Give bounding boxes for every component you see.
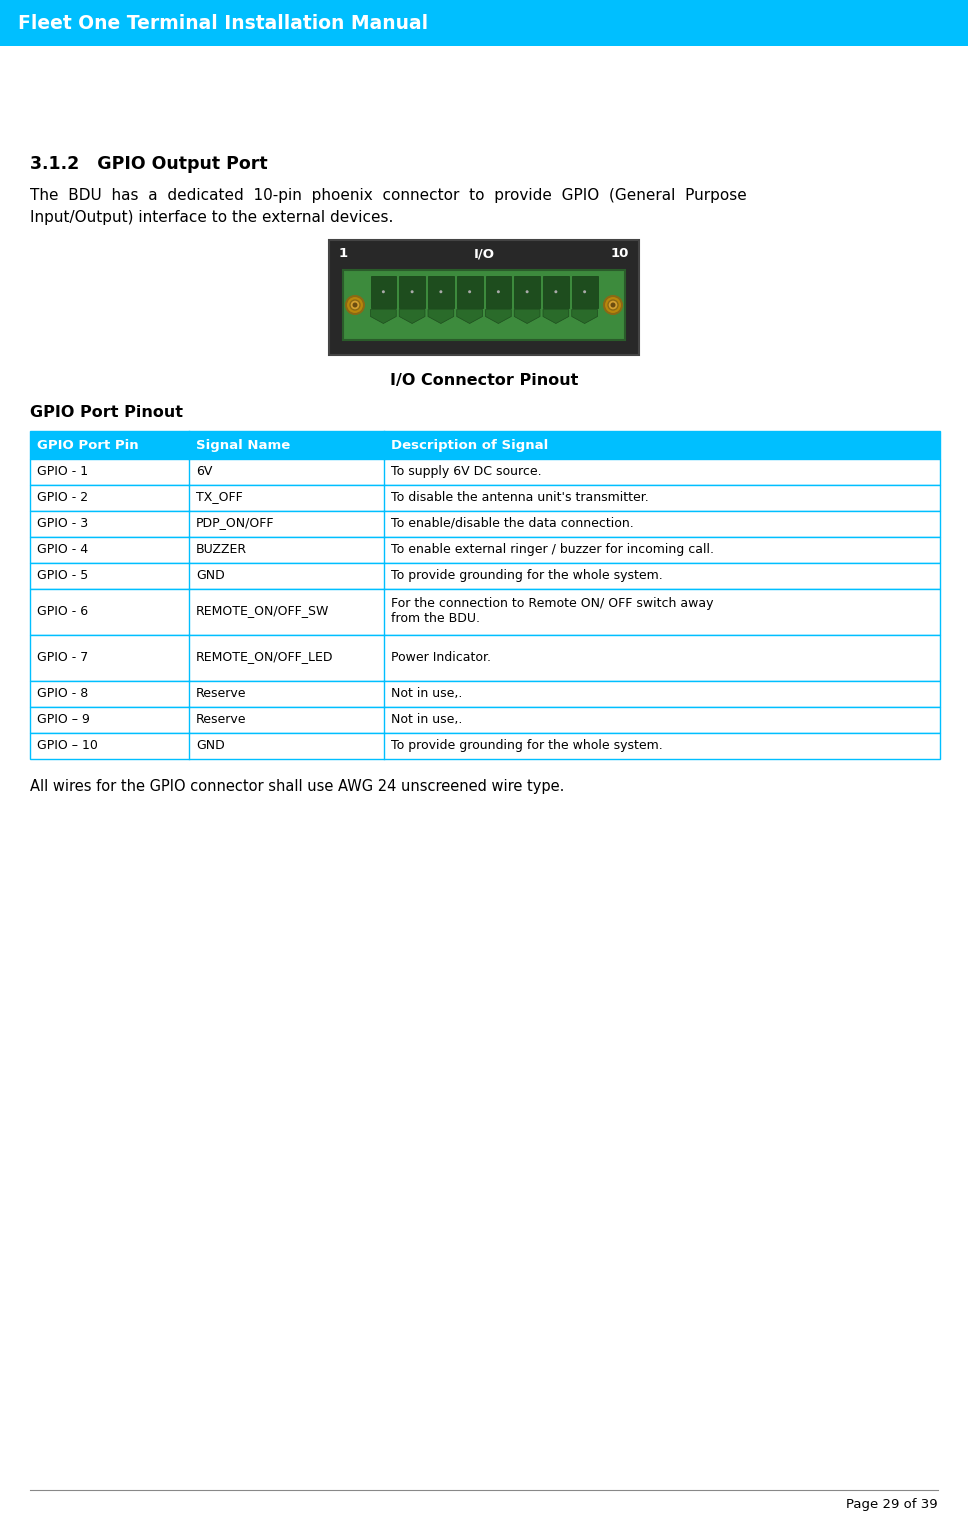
Circle shape <box>410 290 413 293</box>
Text: GPIO – 10: GPIO – 10 <box>37 739 98 751</box>
Text: GPIO - 6: GPIO - 6 <box>37 604 88 617</box>
Bar <box>486 276 511 308</box>
Text: Fleet One Terminal Installation Manual: Fleet One Terminal Installation Manual <box>18 14 428 32</box>
Bar <box>329 240 639 355</box>
Text: To enable/disable the data connection.: To enable/disable the data connection. <box>391 516 634 529</box>
Text: To enable external ringer / buzzer for incoming call.: To enable external ringer / buzzer for i… <box>391 543 714 555</box>
Bar <box>30 589 940 636</box>
Bar <box>30 636 940 681</box>
Text: from the BDU.: from the BDU. <box>391 611 480 625</box>
Text: GPIO Port Pinout: GPIO Port Pinout <box>30 405 183 420</box>
Bar <box>30 537 940 563</box>
Bar <box>371 276 396 308</box>
Text: Power Indicator.: Power Indicator. <box>391 651 491 663</box>
Text: GPIO - 2: GPIO - 2 <box>37 490 88 504</box>
Text: For the connection to Remote ON/ OFF switch away: For the connection to Remote ON/ OFF swi… <box>391 598 713 610</box>
Text: Page 29 of 39: Page 29 of 39 <box>846 1497 938 1511</box>
Bar <box>30 681 940 707</box>
Text: To disable the antenna unit's transmitter.: To disable the antenna unit's transmitte… <box>391 490 649 504</box>
Circle shape <box>439 290 442 293</box>
Circle shape <box>583 290 587 293</box>
Text: PDP_ON/OFF: PDP_ON/OFF <box>196 516 275 529</box>
Bar <box>457 276 482 308</box>
Circle shape <box>350 300 360 309</box>
Circle shape <box>611 302 616 308</box>
Text: GPIO - 5: GPIO - 5 <box>37 569 88 581</box>
Text: 3.1.2   GPIO Output Port: 3.1.2 GPIO Output Port <box>30 155 267 173</box>
Circle shape <box>497 290 499 293</box>
Text: I/O: I/O <box>473 247 495 259</box>
Text: To supply 6V DC source.: To supply 6V DC source. <box>391 464 542 478</box>
Bar <box>30 511 940 537</box>
Polygon shape <box>371 309 396 323</box>
Circle shape <box>608 300 618 309</box>
Bar <box>428 276 454 308</box>
Text: REMOTE_ON/OFF_SW: REMOTE_ON/OFF_SW <box>196 604 329 617</box>
Polygon shape <box>399 309 425 323</box>
Text: GPIO - 4: GPIO - 4 <box>37 543 88 555</box>
Text: Not in use,.: Not in use,. <box>391 713 463 725</box>
Polygon shape <box>572 309 597 323</box>
Bar <box>514 276 540 308</box>
Text: GPIO - 3: GPIO - 3 <box>37 516 88 529</box>
Text: I/O Connector Pinout: I/O Connector Pinout <box>390 373 578 388</box>
Text: GPIO Port Pin: GPIO Port Pin <box>37 438 138 452</box>
Text: Reserve: Reserve <box>196 713 247 725</box>
Text: Input/Output) interface to the external devices.: Input/Output) interface to the external … <box>30 209 393 225</box>
Polygon shape <box>486 309 511 323</box>
Text: BUZZER: BUZZER <box>196 543 247 555</box>
Text: GPIO - 1: GPIO - 1 <box>37 464 88 478</box>
Text: TX_OFF: TX_OFF <box>196 490 243 504</box>
Text: Reserve: Reserve <box>196 687 247 699</box>
Text: GND: GND <box>196 739 225 751</box>
Bar <box>343 270 625 340</box>
Text: To provide grounding for the whole system.: To provide grounding for the whole syste… <box>391 569 663 581</box>
Circle shape <box>346 296 364 314</box>
Text: GPIO - 7: GPIO - 7 <box>37 651 88 663</box>
Bar <box>30 707 940 733</box>
Bar <box>30 431 940 460</box>
Circle shape <box>604 296 622 314</box>
Text: GPIO - 8: GPIO - 8 <box>37 687 88 699</box>
Bar <box>399 276 425 308</box>
Polygon shape <box>543 309 569 323</box>
Text: To provide grounding for the whole system.: To provide grounding for the whole syste… <box>391 739 663 751</box>
Bar <box>0 0 968 46</box>
Polygon shape <box>457 309 482 323</box>
Text: 10: 10 <box>611 247 629 259</box>
Circle shape <box>526 290 529 293</box>
Text: The  BDU  has  a  dedicated  10-pin  phoenix  connector  to  provide  GPIO  (Gen: The BDU has a dedicated 10-pin phoenix c… <box>30 188 746 203</box>
Text: Description of Signal: Description of Signal <box>391 438 548 452</box>
Polygon shape <box>514 309 540 323</box>
Text: 1: 1 <box>339 247 348 259</box>
Text: All wires for the GPIO connector shall use AWG 24 unscreened wire type.: All wires for the GPIO connector shall u… <box>30 780 564 793</box>
Bar <box>30 733 940 758</box>
Circle shape <box>381 290 385 293</box>
Circle shape <box>555 290 558 293</box>
Text: GPIO – 9: GPIO – 9 <box>37 713 90 725</box>
Text: Signal Name: Signal Name <box>196 438 290 452</box>
Bar <box>30 485 940 511</box>
Text: GND: GND <box>196 569 225 581</box>
Bar <box>30 563 940 589</box>
Bar <box>572 276 597 308</box>
Circle shape <box>352 302 357 308</box>
Bar <box>543 276 569 308</box>
Polygon shape <box>428 309 454 323</box>
Text: 6V: 6V <box>196 464 212 478</box>
Text: Not in use,.: Not in use,. <box>391 687 463 699</box>
Text: REMOTE_ON/OFF_LED: REMOTE_ON/OFF_LED <box>196 651 334 663</box>
Circle shape <box>469 290 471 293</box>
Bar <box>30 460 940 485</box>
